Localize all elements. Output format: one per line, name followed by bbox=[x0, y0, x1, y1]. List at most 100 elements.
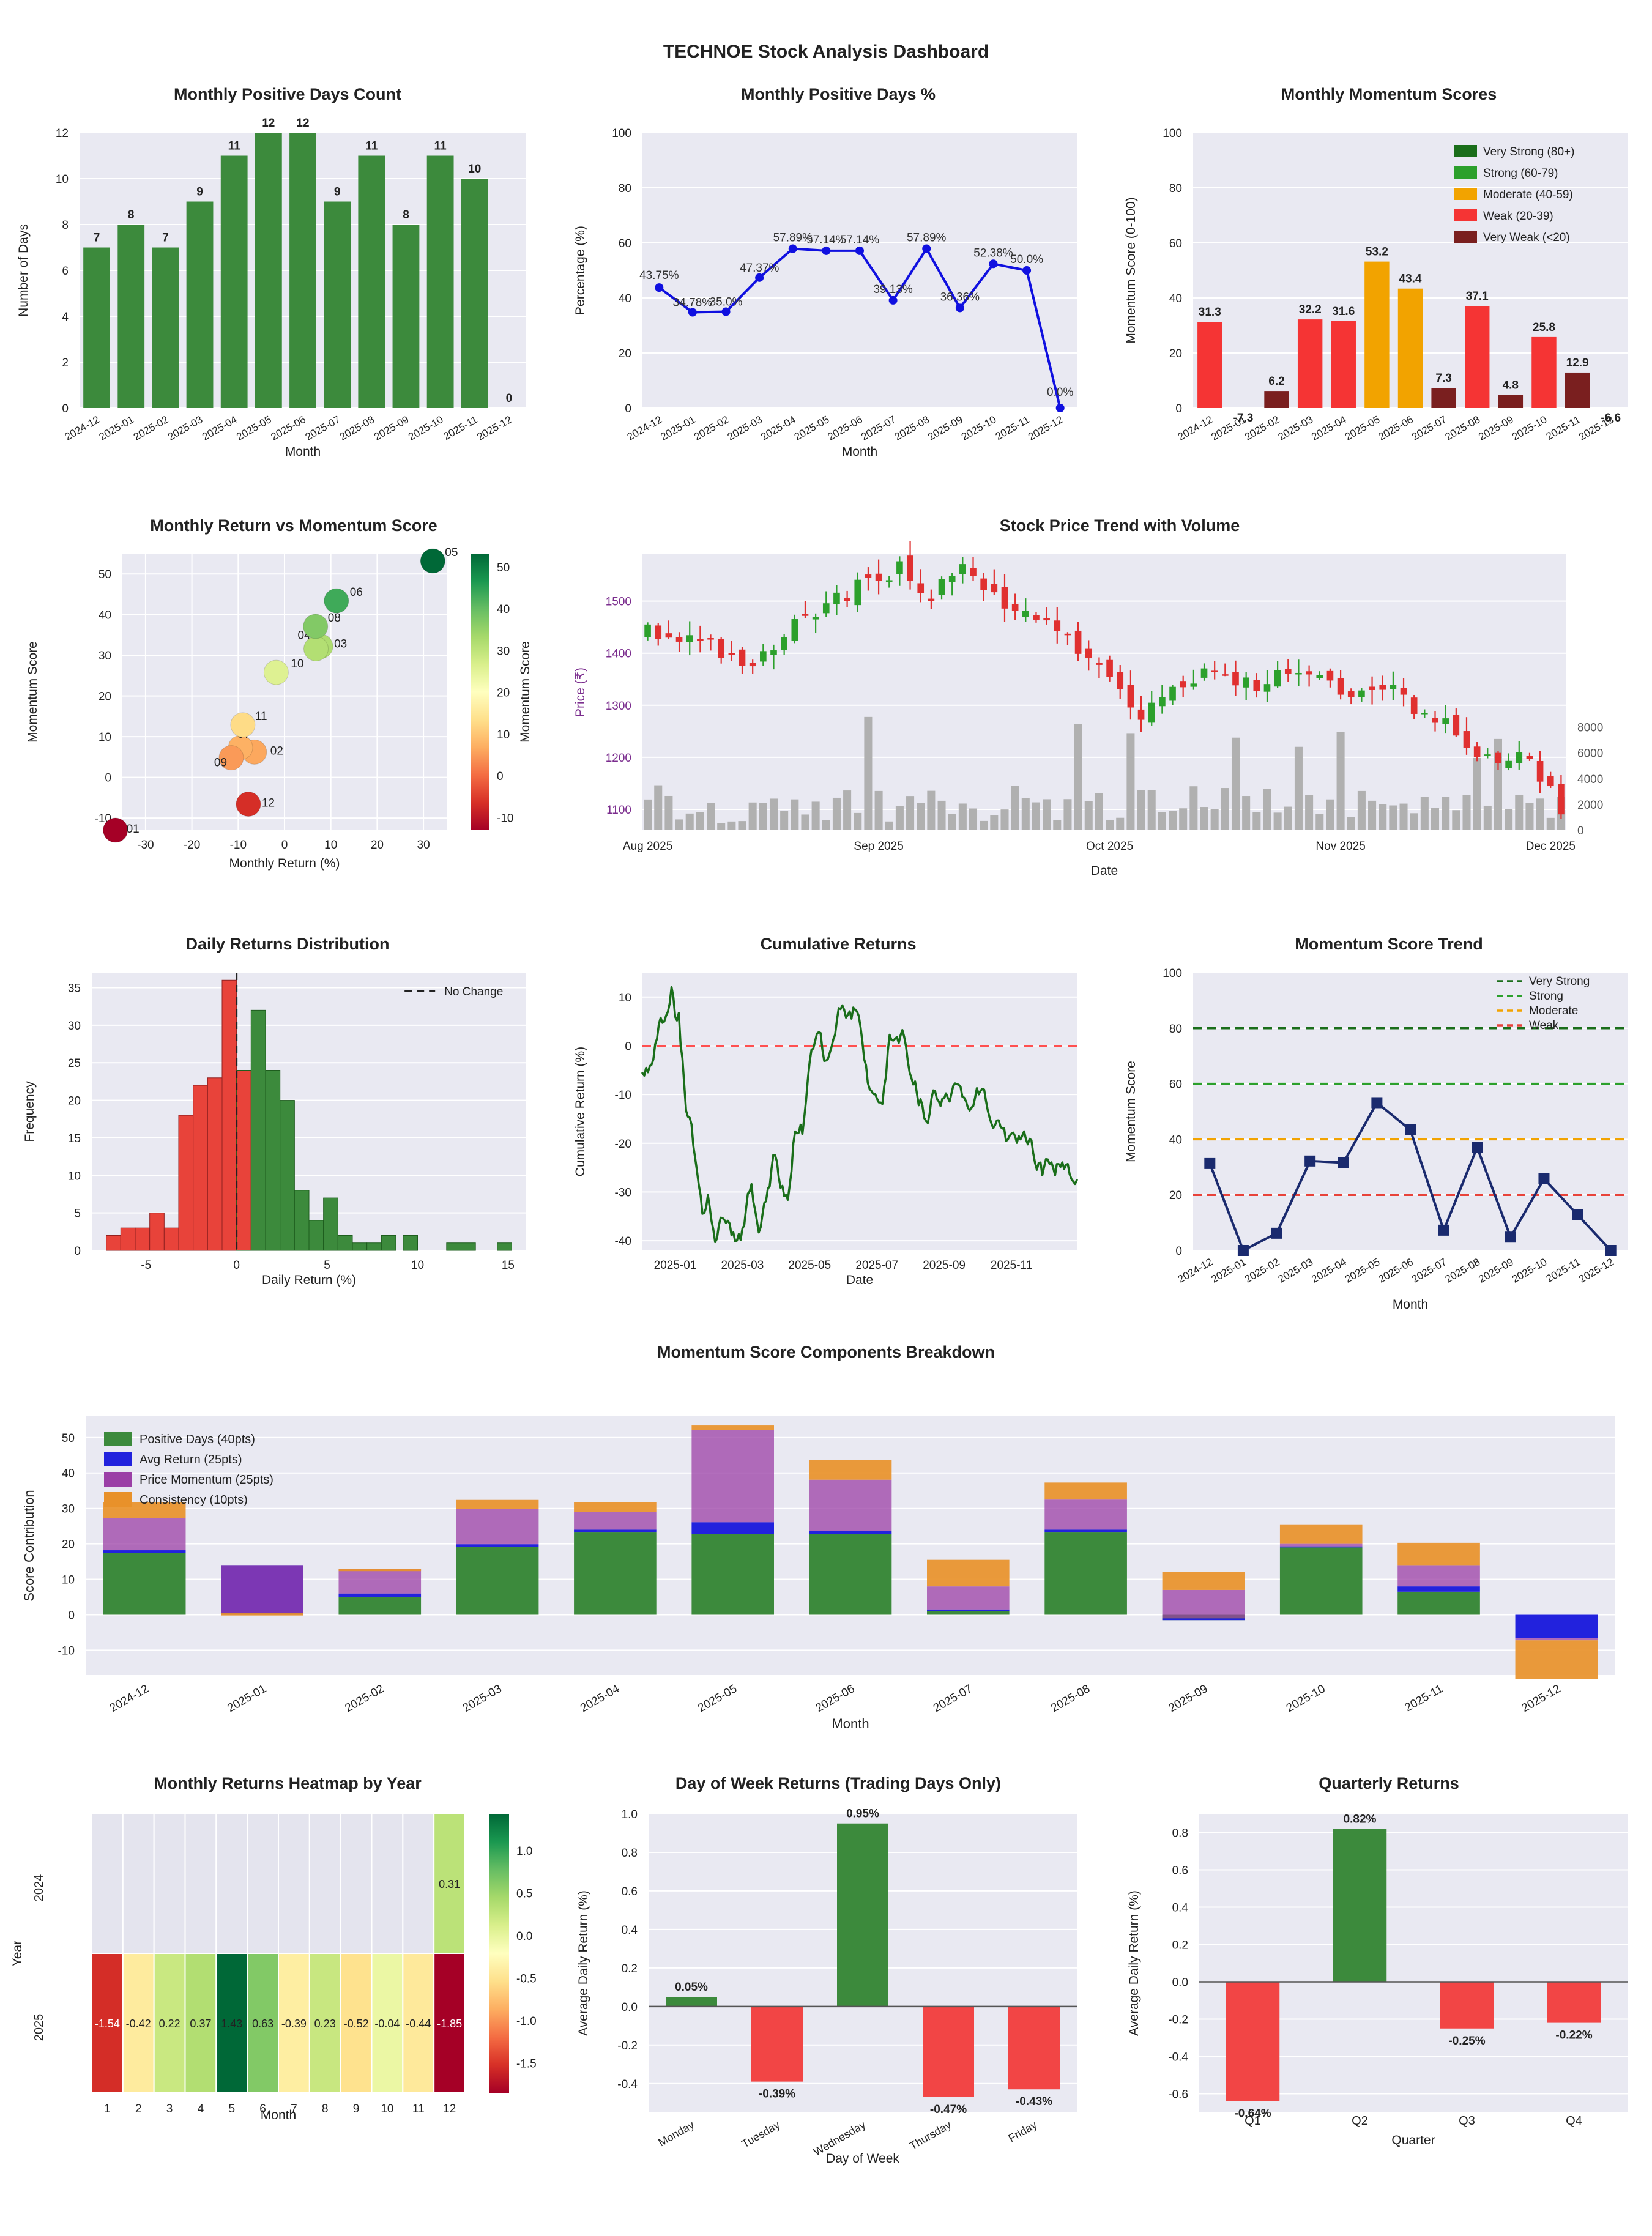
svg-text:-10: -10 bbox=[615, 1089, 631, 1102]
svg-text:36.36%: 36.36% bbox=[940, 291, 980, 303]
svg-text:05: 05 bbox=[445, 546, 458, 559]
svg-text:2024-12: 2024-12 bbox=[625, 414, 664, 443]
svg-text:Tuesday: Tuesday bbox=[740, 2119, 782, 2150]
svg-text:2024-12: 2024-12 bbox=[1176, 1256, 1215, 1285]
svg-text:2025-07: 2025-07 bbox=[859, 414, 898, 443]
svg-text:20: 20 bbox=[497, 687, 510, 700]
svg-text:Month: Month bbox=[832, 1716, 869, 1731]
svg-text:-0.25%: -0.25% bbox=[1448, 2035, 1485, 2048]
svg-text:0: 0 bbox=[625, 1041, 631, 1053]
svg-text:Month: Month bbox=[285, 445, 321, 459]
svg-text:2025-02: 2025-02 bbox=[1243, 1256, 1282, 1285]
svg-text:31.6: 31.6 bbox=[1332, 305, 1355, 318]
svg-text:30: 30 bbox=[417, 839, 430, 852]
svg-text:30: 30 bbox=[99, 650, 111, 663]
svg-text:0.82%: 0.82% bbox=[1344, 1813, 1377, 1826]
svg-text:2000: 2000 bbox=[1577, 799, 1603, 812]
svg-text:12: 12 bbox=[56, 127, 69, 140]
svg-text:2025-11: 2025-11 bbox=[1544, 1256, 1582, 1285]
svg-text:2025-07: 2025-07 bbox=[1410, 414, 1449, 443]
svg-text:12: 12 bbox=[262, 797, 275, 810]
svg-text:-0.22%: -0.22% bbox=[1555, 2029, 1592, 2042]
svg-text:11: 11 bbox=[412, 2103, 425, 2115]
svg-text:Aug 2025: Aug 2025 bbox=[623, 840, 672, 853]
svg-text:35.0%: 35.0% bbox=[710, 296, 743, 309]
svg-text:0.31: 0.31 bbox=[439, 1878, 460, 1890]
svg-text:-0.52: -0.52 bbox=[344, 2018, 369, 2030]
svg-text:2025-09: 2025-09 bbox=[1476, 414, 1516, 443]
svg-text:Sep 2025: Sep 2025 bbox=[854, 840, 903, 853]
svg-text:10: 10 bbox=[468, 163, 481, 176]
svg-text:43.4: 43.4 bbox=[1399, 273, 1422, 286]
svg-text:0.05%: 0.05% bbox=[675, 1981, 708, 1994]
svg-text:2025-08: 2025-08 bbox=[338, 414, 377, 443]
svg-text:0: 0 bbox=[62, 403, 69, 415]
svg-text:Monthly Momentum Scores: Monthly Momentum Scores bbox=[1281, 85, 1497, 103]
svg-text:Monday: Monday bbox=[657, 2119, 696, 2149]
svg-text:-1.0: -1.0 bbox=[516, 2015, 537, 2028]
svg-text:-0.39%: -0.39% bbox=[759, 2088, 795, 2101]
svg-text:Oct 2025: Oct 2025 bbox=[1086, 840, 1133, 853]
svg-text:Q1: Q1 bbox=[1245, 2114, 1261, 2128]
svg-text:Date: Date bbox=[1091, 864, 1118, 878]
svg-text:4000: 4000 bbox=[1577, 773, 1603, 786]
svg-text:34.78%: 34.78% bbox=[673, 297, 713, 310]
svg-text:Positive Days (40pts): Positive Days (40pts) bbox=[140, 1433, 255, 1446]
svg-text:9: 9 bbox=[334, 186, 341, 199]
svg-text:1.0: 1.0 bbox=[516, 1845, 532, 1858]
svg-text:50: 50 bbox=[62, 1432, 75, 1445]
svg-text:100: 100 bbox=[1163, 127, 1182, 140]
svg-text:Momentum Score Trend: Momentum Score Trend bbox=[1295, 935, 1483, 953]
svg-text:20: 20 bbox=[619, 347, 631, 360]
svg-text:-20: -20 bbox=[184, 839, 200, 852]
svg-text:-1.5: -1.5 bbox=[516, 2057, 537, 2070]
svg-text:11: 11 bbox=[434, 140, 447, 153]
svg-text:10: 10 bbox=[62, 1574, 75, 1587]
svg-text:2025-09: 2025-09 bbox=[1167, 1682, 1210, 1715]
svg-text:7: 7 bbox=[94, 232, 100, 245]
svg-text:57.14%: 57.14% bbox=[840, 234, 880, 247]
svg-text:2025-06: 2025-06 bbox=[1376, 414, 1415, 443]
svg-text:Month: Month bbox=[842, 445, 877, 459]
svg-text:11: 11 bbox=[255, 710, 267, 723]
svg-text:1.43: 1.43 bbox=[221, 2018, 242, 2030]
svg-text:2025-03: 2025-03 bbox=[721, 1259, 764, 1272]
svg-text:Frequency: Frequency bbox=[23, 1081, 37, 1142]
svg-text:4.8: 4.8 bbox=[1503, 379, 1519, 392]
svg-text:2024: 2024 bbox=[32, 1874, 46, 1902]
svg-text:Very Weak (<20): Very Weak (<20) bbox=[1483, 231, 1570, 244]
svg-text:12: 12 bbox=[443, 2103, 456, 2115]
svg-text:Moderate: Moderate bbox=[1529, 1005, 1578, 1017]
svg-text:-0.2: -0.2 bbox=[1168, 2014, 1188, 2027]
svg-text:60: 60 bbox=[619, 237, 631, 250]
svg-text:-0.4: -0.4 bbox=[1168, 2051, 1188, 2064]
svg-text:12: 12 bbox=[296, 117, 309, 130]
svg-text:2025-10: 2025-10 bbox=[1284, 1682, 1328, 1715]
svg-text:20: 20 bbox=[371, 839, 384, 852]
svg-text:2025-10: 2025-10 bbox=[959, 414, 999, 443]
svg-text:20: 20 bbox=[68, 1095, 81, 1108]
svg-text:10: 10 bbox=[324, 839, 337, 852]
svg-text:10: 10 bbox=[291, 658, 303, 670]
svg-text:0.23: 0.23 bbox=[314, 2018, 336, 2030]
svg-text:Momentum Score: Momentum Score bbox=[1124, 1061, 1138, 1162]
svg-text:0: 0 bbox=[233, 1259, 240, 1272]
svg-text:2025-06: 2025-06 bbox=[1376, 1256, 1415, 1285]
svg-text:30: 30 bbox=[497, 645, 510, 658]
svg-text:0.2: 0.2 bbox=[622, 1963, 638, 1975]
svg-text:2025-08: 2025-08 bbox=[1049, 1682, 1092, 1715]
svg-text:8: 8 bbox=[403, 209, 409, 221]
svg-text:0: 0 bbox=[497, 770, 504, 783]
svg-text:2025-09: 2025-09 bbox=[1476, 1256, 1516, 1285]
svg-text:Average Daily Return (%): Average Daily Return (%) bbox=[1127, 1890, 1141, 2036]
svg-text:40: 40 bbox=[619, 292, 631, 305]
svg-text:0: 0 bbox=[506, 392, 513, 405]
svg-text:0.2: 0.2 bbox=[1172, 1939, 1188, 1952]
svg-text:2025-04: 2025-04 bbox=[578, 1682, 622, 1715]
svg-text:2025-01: 2025-01 bbox=[225, 1682, 269, 1715]
svg-text:Quarter: Quarter bbox=[1391, 2133, 1435, 2147]
svg-text:Daily Returns Distribution: Daily Returns Distribution bbox=[185, 935, 389, 953]
svg-text:-0.04: -0.04 bbox=[374, 2018, 400, 2030]
svg-text:0.0%: 0.0% bbox=[1047, 386, 1073, 399]
svg-text:1500: 1500 bbox=[606, 596, 631, 609]
